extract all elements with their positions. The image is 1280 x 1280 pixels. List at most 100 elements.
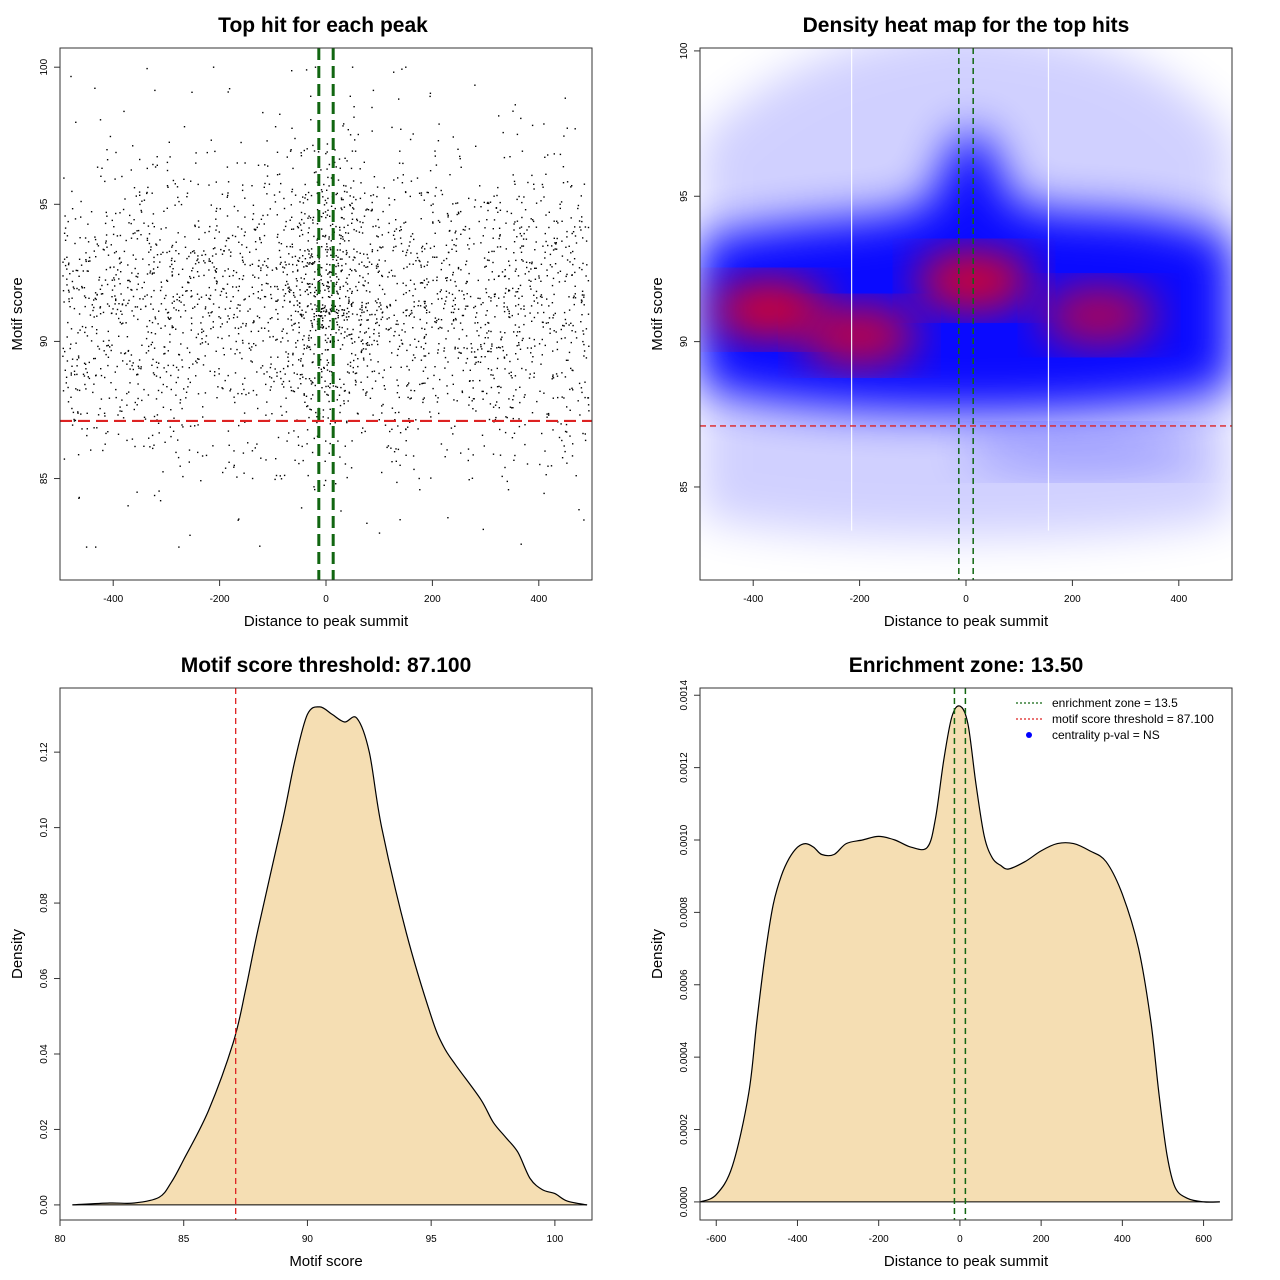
scatter-point <box>530 305 533 307</box>
scatter-point <box>248 342 250 345</box>
scatter-point <box>512 407 514 409</box>
scatter-point <box>547 244 549 247</box>
scatter-point <box>329 408 331 410</box>
scatter-point <box>128 222 130 224</box>
scatter-point <box>127 350 129 352</box>
scatter-point <box>165 227 167 229</box>
scatter-point <box>444 367 446 369</box>
scatter-point <box>242 452 245 454</box>
scatter-point <box>392 275 394 277</box>
scatter-point <box>152 213 155 215</box>
scatter-point <box>104 443 106 445</box>
scatter-point <box>325 269 327 271</box>
scatter-point <box>270 363 272 365</box>
scatter-point <box>163 367 165 369</box>
scatter-point <box>203 274 205 277</box>
scatter-point <box>311 361 313 364</box>
scatter-point <box>468 237 471 240</box>
scatter-point <box>582 262 584 265</box>
scatter-point <box>93 250 95 252</box>
scatter-point <box>169 318 171 320</box>
scatter-point <box>106 345 108 347</box>
scatter-point <box>84 383 86 386</box>
scatter-point <box>321 353 323 355</box>
scatter-point <box>544 251 546 253</box>
scatter-point <box>335 385 337 388</box>
scatter-point <box>224 308 227 310</box>
scatter-point <box>304 213 306 215</box>
distance-density-lines <box>953 688 967 1220</box>
scatter-point <box>533 183 535 185</box>
scatter-point <box>522 245 525 247</box>
scatter-point <box>582 330 584 332</box>
scatter-point <box>129 214 131 217</box>
scatter-point <box>435 321 437 324</box>
scatter-point <box>426 191 428 194</box>
scatter-point <box>375 225 377 227</box>
scatter-point <box>182 426 184 428</box>
scatter-point <box>290 149 292 151</box>
scatter-point <box>409 344 411 346</box>
scatter-point <box>358 263 360 265</box>
scatter-point <box>570 367 572 370</box>
scatter-point <box>194 425 196 427</box>
scatter-point <box>151 272 154 274</box>
scatter-point <box>165 371 168 373</box>
scatter-point <box>321 304 324 306</box>
scatter-point <box>299 294 302 296</box>
scatter-point <box>368 261 371 263</box>
scatter-point <box>367 209 370 211</box>
scatter-point <box>478 334 480 337</box>
scatter-point <box>367 257 369 259</box>
scatter-point <box>353 228 355 231</box>
scatter-point <box>452 271 454 274</box>
scatter-point <box>287 340 289 342</box>
scatter-point <box>352 196 355 198</box>
scatter-point <box>326 359 328 361</box>
scatter-point <box>106 149 108 151</box>
scatter-point <box>545 322 548 324</box>
scatter-point <box>462 228 464 231</box>
scatter-point <box>327 296 330 298</box>
scatter-point <box>533 338 535 341</box>
scatter-point <box>208 258 210 260</box>
scatter-point <box>360 319 363 321</box>
scatter-point <box>146 237 149 240</box>
scatter-point <box>326 393 328 396</box>
scatter-point <box>269 376 271 378</box>
scatter-y-tick-label: 95 <box>39 198 50 210</box>
scatter-point <box>94 87 96 89</box>
scatter-point <box>367 273 369 275</box>
scatter-point <box>140 234 142 236</box>
scatter-point <box>260 218 263 220</box>
scatter-point <box>384 293 386 295</box>
scatter-point <box>288 291 291 293</box>
scatter-point <box>386 318 388 320</box>
distance-density-x-tick-label: 400 <box>1114 1234 1131 1245</box>
scatter-point <box>416 177 419 179</box>
scatter-point <box>290 314 292 317</box>
scatter-point <box>413 390 416 392</box>
scatter-point <box>487 337 489 339</box>
scatter-point <box>150 249 152 251</box>
scatter-point <box>356 412 359 414</box>
scatter-point <box>265 383 267 386</box>
scatter-point <box>263 260 266 263</box>
scatter-point <box>508 316 510 318</box>
scatter-point <box>388 271 390 274</box>
scatter-point <box>245 393 247 396</box>
scatter-point <box>347 400 349 402</box>
scatter-point <box>124 198 126 200</box>
distance-density-y-tick-label: 0.0012 <box>679 752 690 783</box>
scatter-point <box>153 347 156 349</box>
scatter-point <box>365 209 367 211</box>
scatter-point <box>547 322 549 324</box>
scatter-point <box>517 358 519 360</box>
scatter-point <box>366 522 368 524</box>
scatter-point <box>266 371 268 373</box>
scatter-point <box>269 389 271 391</box>
scatter-point <box>169 341 171 343</box>
scatter-point <box>106 215 108 217</box>
scatter-point <box>362 389 364 391</box>
scatter-point <box>562 182 565 184</box>
